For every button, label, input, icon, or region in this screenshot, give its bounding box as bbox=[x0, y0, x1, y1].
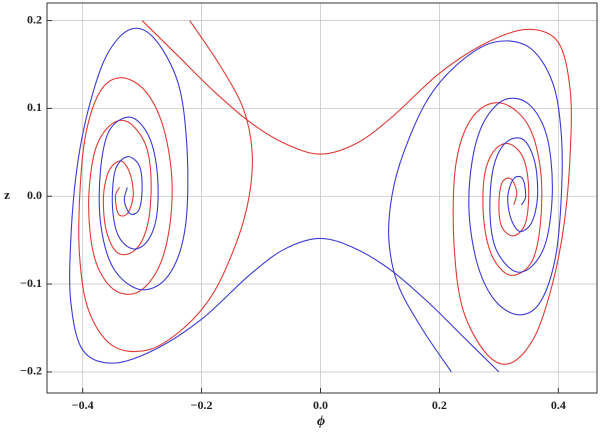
y-axis-label: z bbox=[4, 187, 10, 202]
plot-frame bbox=[46, 2, 598, 394]
x-tick-label: 0.2 bbox=[432, 398, 447, 412]
x-tick-label: 0.0 bbox=[313, 398, 328, 412]
trajectory bbox=[388, 40, 563, 373]
x-tick-label: 0.4 bbox=[551, 398, 566, 412]
x-axis-label: ϕ bbox=[317, 414, 325, 429]
trajectory bbox=[141, 20, 572, 365]
y-tick-label: −0.1 bbox=[20, 276, 42, 290]
y-tick-label: 0.1 bbox=[27, 100, 42, 114]
trajectory bbox=[78, 20, 253, 353]
x-tick-label: −0.4 bbox=[72, 398, 94, 412]
trajectory bbox=[69, 27, 500, 373]
y-tick-label: 0.0 bbox=[27, 188, 42, 202]
y-tick-label: −0.2 bbox=[20, 364, 42, 378]
y-tick-label: 0.2 bbox=[27, 12, 42, 26]
x-tick-label: −0.2 bbox=[191, 398, 213, 412]
